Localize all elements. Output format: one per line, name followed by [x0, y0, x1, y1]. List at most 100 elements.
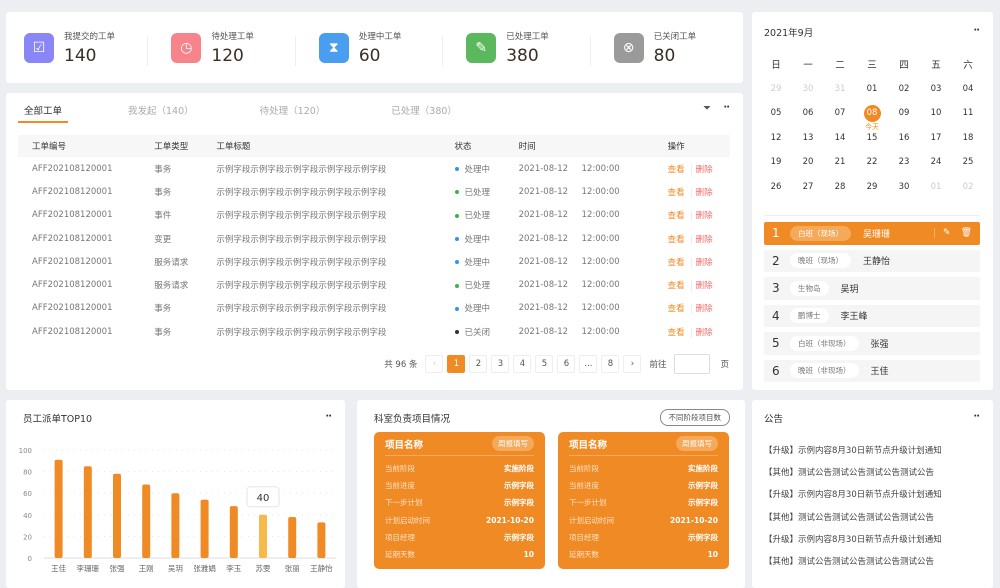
stat-item[interactable]: ☑ 我提交的工单 140: [6, 30, 153, 66]
calendar-day[interactable]: 04: [962, 83, 974, 94]
calendar-day[interactable]: 19: [770, 157, 782, 168]
calendar-day[interactable]: 06: [802, 108, 814, 119]
calendar-day[interactable]: 21: [834, 157, 846, 168]
bar[interactable]: [171, 493, 180, 558]
notice-item[interactable]: 【升级】示例内容8月30日新节点升级计划通知: [764, 446, 942, 456]
calendar-day[interactable]: 23: [898, 157, 910, 168]
tab[interactable]: 已处理（380）: [391, 106, 457, 117]
shift-item[interactable]: 5 白班（非现场） 张强: [764, 332, 980, 355]
calendar-day[interactable]: 03: [930, 83, 942, 94]
calendar-day[interactable]: 28: [834, 181, 846, 192]
delete-link[interactable]: 删除: [690, 327, 713, 338]
notice-item[interactable]: 【其他】测试公告测试公告测试公告测试公告: [764, 556, 935, 567]
page-button[interactable]: 4: [513, 355, 532, 373]
bar[interactable]: [229, 506, 238, 558]
calendar-day[interactable]: 09: [898, 108, 910, 119]
stage-count-button[interactable]: 不同阶段项目数: [659, 409, 730, 426]
calendar-day[interactable]: 11: [962, 108, 974, 119]
calendar-day[interactable]: 13: [802, 132, 814, 143]
bar[interactable]: [259, 514, 267, 558]
calendar-day[interactable]: 30: [802, 83, 814, 94]
more-icon[interactable]: ··: [723, 102, 730, 113]
bar[interactable]: [54, 459, 63, 558]
calendar-day[interactable]: 18: [962, 132, 974, 143]
calendar-day[interactable]: 05: [770, 108, 782, 119]
goto-page-input[interactable]: [674, 354, 711, 374]
view-link[interactable]: 查看: [667, 257, 685, 268]
tab[interactable]: 我发起（140）: [128, 106, 194, 117]
calendar-day[interactable]: 01: [930, 181, 942, 192]
delete-link[interactable]: 删除: [690, 304, 713, 315]
weekly-report-button[interactable]: 周报填写: [492, 436, 534, 451]
calendar-day[interactable]: 02: [898, 83, 910, 94]
shift-item[interactable]: 1 白班（现场） 吴珊珊 ✎ 🗑: [764, 222, 980, 245]
page-button[interactable]: ...: [579, 355, 598, 373]
notice-item[interactable]: 【其他】测试公告测试公告测试公告测试公告: [764, 468, 935, 479]
bar[interactable]: [317, 522, 326, 558]
view-link[interactable]: 查看: [667, 211, 685, 222]
view-link[interactable]: 查看: [667, 304, 685, 315]
shift-item[interactable]: 3 生物岛 吴玥: [764, 277, 980, 300]
calendar-day[interactable]: 07: [834, 108, 846, 119]
calendar-day[interactable]: 25: [962, 157, 974, 168]
calendar-day[interactable]: 26: [770, 181, 782, 192]
stat-item[interactable]: ⧗ 处理中工单 60: [294, 30, 448, 66]
page-button[interactable]: 5: [535, 355, 554, 373]
prev-page-button[interactable]: ‹: [425, 355, 444, 373]
calendar-day[interactable]: 29: [770, 83, 782, 94]
calendar-day[interactable]: 22: [866, 157, 878, 168]
calendar-day[interactable]: 30: [898, 181, 910, 192]
calendar-day[interactable]: 12: [770, 132, 782, 143]
calendar-day[interactable]: 27: [802, 181, 814, 192]
calendar-day[interactable]: 01: [866, 83, 878, 94]
delete-link[interactable]: 删除: [690, 257, 713, 268]
more-icon[interactable]: ··: [973, 25, 980, 36]
stat-item[interactable]: ⊗ 已关闭工单 80: [589, 30, 743, 66]
calendar-day[interactable]: 16: [898, 132, 910, 143]
delete-link[interactable]: 删除: [690, 234, 713, 245]
view-link[interactable]: 查看: [667, 187, 685, 198]
bar[interactable]: [288, 516, 297, 558]
view-link[interactable]: 查看: [667, 327, 685, 338]
more-icon[interactable]: ··: [325, 411, 332, 422]
bar[interactable]: [200, 499, 209, 558]
calendar-day[interactable]: 17: [930, 132, 942, 143]
notice-item[interactable]: 【升级】示例内容8月30日新节点升级计划通知: [764, 534, 942, 545]
delete-link[interactable]: 删除: [690, 187, 713, 198]
delete-link[interactable]: 删除: [690, 164, 713, 175]
calendar-day-today[interactable]: 08 今天: [856, 101, 888, 131]
delete-link[interactable]: 删除: [690, 281, 713, 292]
calendar-day[interactable]: 29: [866, 181, 878, 192]
filter-icon[interactable]: ⏷: [703, 103, 711, 114]
page-button[interactable]: 2: [469, 355, 488, 373]
calendar-day[interactable]: 24: [930, 157, 942, 168]
bar[interactable]: [113, 473, 121, 558]
view-link[interactable]: 查看: [667, 234, 685, 245]
calendar-day[interactable]: 31: [834, 83, 846, 94]
next-page-button[interactable]: ›: [623, 355, 642, 373]
page-button[interactable]: 8: [601, 355, 620, 373]
stat-item[interactable]: ◷ 待处理工单 120: [147, 30, 300, 66]
trash-icon[interactable]: 🗑: [960, 228, 972, 239]
more-icon[interactable]: ··: [973, 411, 980, 422]
page-button[interactable]: 1: [447, 355, 466, 373]
view-link[interactable]: 查看: [667, 281, 685, 292]
bar[interactable]: [142, 484, 151, 558]
edit-icon[interactable]: ✎: [943, 228, 951, 239]
page-button[interactable]: 6: [557, 355, 576, 373]
page-button[interactable]: 3: [491, 355, 510, 373]
view-link[interactable]: 查看: [667, 164, 685, 175]
calendar-day[interactable]: 14: [834, 132, 846, 143]
calendar-day[interactable]: 20: [802, 157, 814, 168]
shift-item[interactable]: 6 晚班（非现场） 王佳: [764, 359, 980, 382]
bar[interactable]: [83, 466, 92, 558]
weekly-report-button[interactable]: 周报填写: [676, 436, 718, 451]
stat-item[interactable]: ✎ 已处理工单 380: [442, 30, 595, 66]
shift-item[interactable]: 4 鹏博士 李王峰: [764, 304, 980, 327]
shift-item[interactable]: 2 晚班（现场） 王静怡: [764, 249, 980, 272]
tab[interactable]: 全部工单: [18, 103, 69, 123]
tab[interactable]: 待处理（120）: [259, 106, 326, 117]
calendar-day[interactable]: 02: [962, 181, 974, 192]
calendar-day[interactable]: 10: [930, 108, 942, 119]
notice-item[interactable]: 【升级】示例内容8月30日新节点升级计划通知: [764, 490, 942, 501]
